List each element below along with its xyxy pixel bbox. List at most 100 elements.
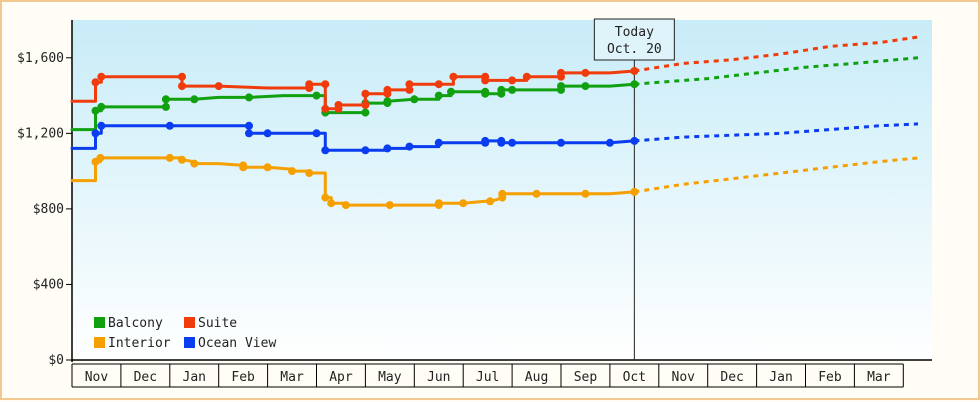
data-point-balcony (434, 91, 443, 100)
data-point-balcony (630, 80, 639, 89)
data-point-suite (214, 82, 223, 91)
data-point-interior (630, 187, 639, 196)
x-tick-label: Mar (867, 370, 891, 385)
data-point-suite (434, 80, 443, 89)
data-point-balcony (447, 87, 455, 96)
data-point-suite (630, 67, 639, 75)
today-title: Today (615, 25, 654, 40)
data-point-interior (385, 201, 394, 210)
y-axis: $0 $400 $800 $1,200 $1,600 (17, 20, 73, 368)
legend-label-ocean-view: Ocean View (198, 336, 276, 351)
legend-label-interior: Interior (108, 336, 171, 351)
x-tick-label: Feb (818, 370, 842, 385)
today-box (593, 18, 675, 61)
data-point-balcony (91, 106, 100, 115)
data-point-suite (405, 80, 414, 89)
x-tick-label: Oct (623, 370, 646, 385)
data-point-interior (532, 189, 541, 198)
x-tick-label: Dec (134, 370, 157, 385)
legend-swatch-suite (184, 317, 195, 328)
data-point-balcony (245, 93, 253, 102)
legend-swatch-interior (94, 337, 105, 348)
x-tick-label: Nov (672, 370, 696, 385)
x-axis: Nov Dec Jan Feb Mar Apr May Jun Jul Aug Sep Oct Nov D… (71, 359, 932, 388)
data-point-ocean-view (321, 146, 330, 155)
x-tick-label: Jan (183, 370, 206, 385)
data-point-ocean-view (508, 138, 517, 147)
data-point-ocean-view (383, 144, 392, 153)
data-point-suite (557, 68, 565, 77)
data-point-balcony (161, 102, 170, 111)
y-tick-label: $0 (48, 353, 64, 368)
data-point-suite (405, 85, 414, 94)
series-line-ocean-view (70, 124, 636, 152)
data-point-suite (321, 80, 330, 89)
x-tick-label: May (378, 370, 402, 385)
data-point-balcony (497, 85, 506, 94)
data-point-suite (97, 72, 106, 81)
data-point-interior (498, 189, 507, 198)
data-point-suite (361, 89, 370, 98)
today-date: Oct. 20 (607, 42, 662, 57)
data-point-suite (481, 76, 490, 85)
x-tick-label: Nov (85, 370, 109, 385)
data-point-suite (178, 72, 186, 81)
data-point-balcony (508, 85, 517, 94)
data-point-ocean-view (165, 121, 174, 130)
data-point-ocean-view (605, 138, 614, 147)
y-tick-label: $1,200 (17, 126, 64, 141)
data-point-ocean-view (497, 138, 506, 147)
data-point-suite (508, 76, 517, 85)
data-point-balcony (410, 95, 419, 104)
data-point-suite (522, 72, 531, 81)
data-point-suite (361, 101, 370, 109)
data-point-ocean-view (245, 121, 253, 130)
data-point-interior (305, 169, 314, 177)
data-point-ocean-view (434, 138, 443, 147)
data-point-interior (486, 197, 495, 206)
data-point-interior (288, 167, 296, 176)
data-point-interior (581, 189, 590, 198)
data-point-suite (449, 72, 458, 81)
data-point-balcony (481, 89, 490, 98)
data-point-interior (434, 199, 443, 208)
x-tick-label: Feb (231, 370, 255, 385)
data-point-suite (321, 104, 330, 113)
data-point-interior (239, 163, 248, 172)
data-point-ocean-view (361, 146, 370, 155)
data-point-ocean-view (312, 129, 321, 138)
y-tick-label: $800 (33, 202, 64, 217)
data-point-suite (305, 80, 314, 89)
data-point-ocean-view (263, 129, 272, 138)
data-point-ocean-view (91, 129, 100, 138)
x-tick-label: Jul (476, 370, 499, 385)
data-point-ocean-view (630, 136, 639, 145)
data-point-balcony (161, 95, 170, 104)
data-point-interior (190, 159, 199, 168)
y-tick-label: $400 (33, 277, 64, 292)
data-point-ocean-view (557, 138, 565, 147)
forecast-line-balcony (634, 56, 919, 86)
legend-label-suite: Suite (198, 316, 237, 331)
x-tick-label: Dec (720, 370, 743, 385)
data-point-interior (341, 201, 350, 210)
x-tick-label: Apr (329, 370, 353, 385)
x-tick-label: Mar (280, 370, 304, 385)
data-point-interior (178, 155, 186, 164)
data-point-ocean-view (245, 129, 253, 138)
y-tick-label: $1,600 (17, 51, 64, 66)
data-point-ocean-view (405, 142, 414, 151)
data-point-suite (178, 82, 186, 91)
data-point-suite (383, 85, 392, 94)
data-point-suite (581, 68, 590, 77)
x-tick-label: Aug (525, 370, 548, 385)
data-point-balcony (361, 108, 370, 117)
legend: Balcony Suite Interior Ocean View (94, 316, 276, 351)
data-point-suite (334, 101, 343, 109)
data-point-balcony (581, 82, 590, 91)
data-point-interior (321, 193, 330, 202)
legend-swatch-ocean-view (184, 337, 195, 348)
data-point-suite (91, 78, 100, 87)
